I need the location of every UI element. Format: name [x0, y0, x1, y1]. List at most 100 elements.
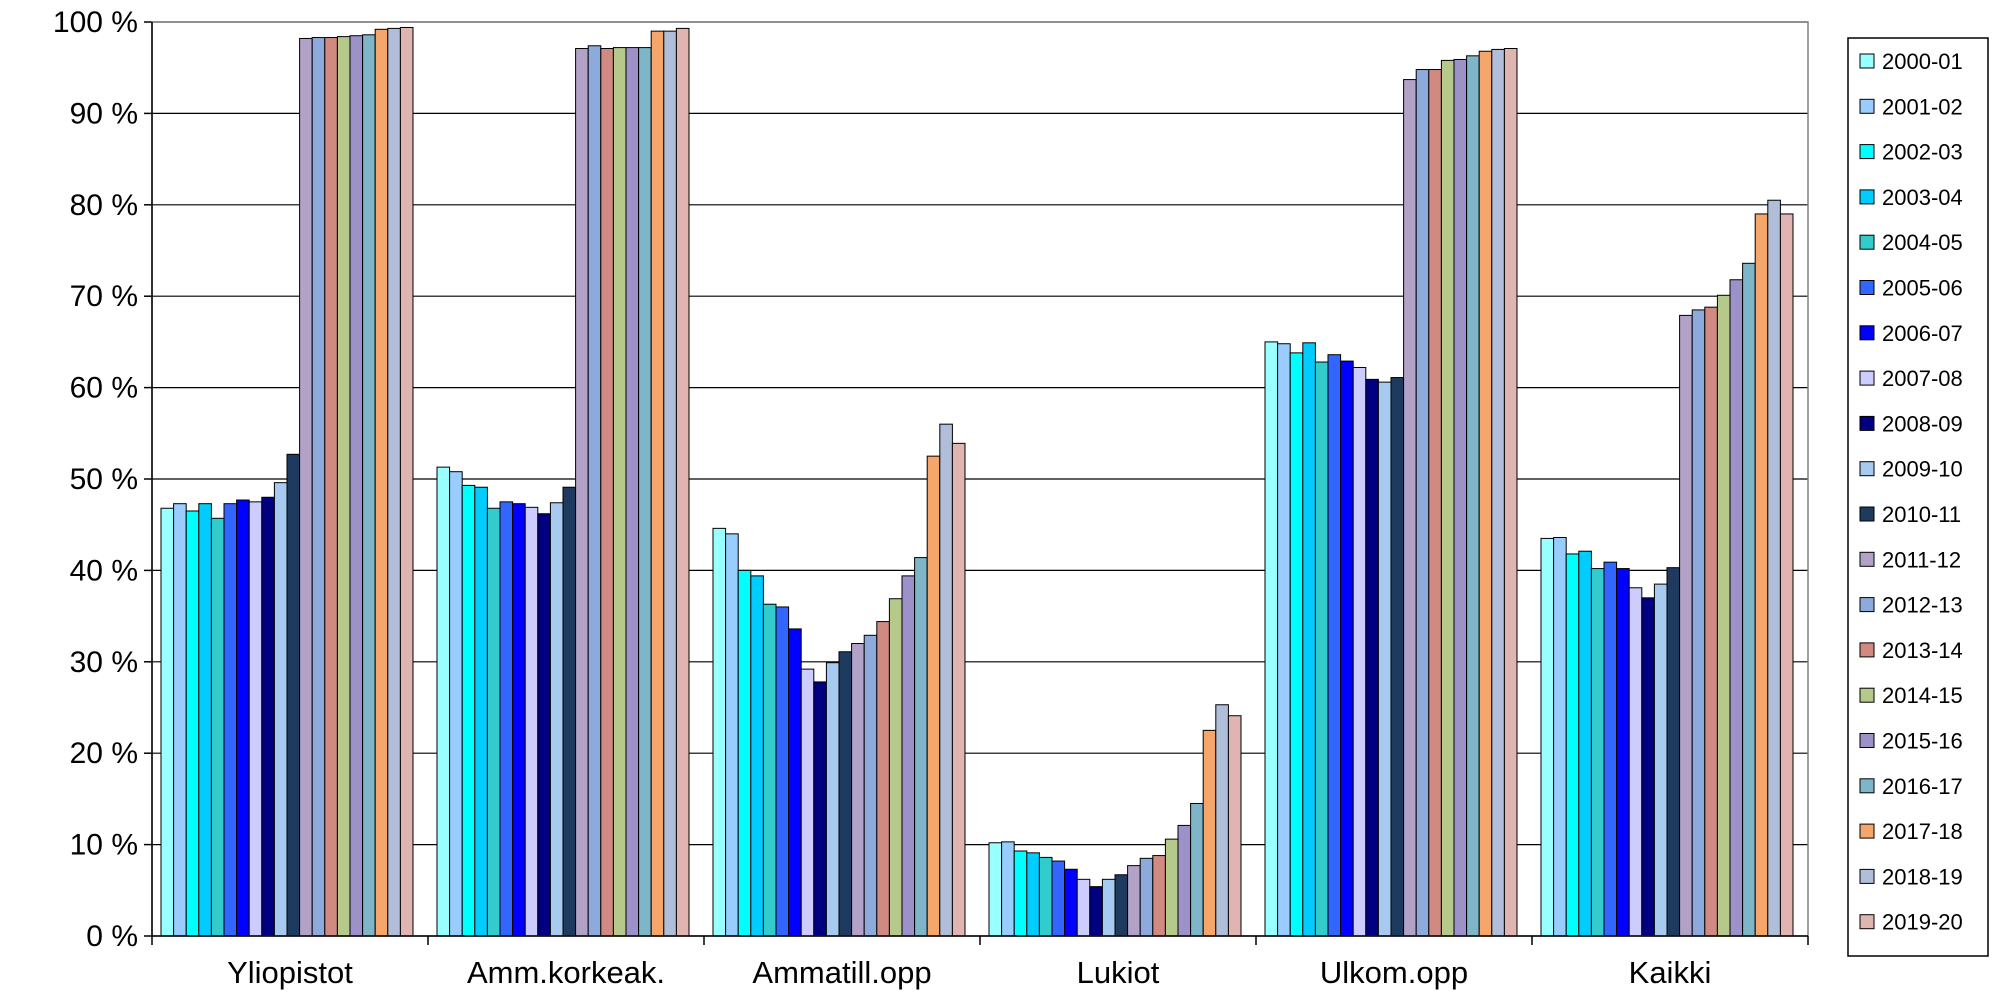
- bar-2016-17-Ammatill.opp: [914, 557, 928, 937]
- legend-swatch: [1859, 868, 1875, 884]
- bar-2003-04-Yliopistot: [198, 503, 212, 937]
- bar-2010-11-Ammatill.opp: [838, 651, 853, 937]
- bar-2008-09-Amm.korkeak.: [537, 513, 551, 937]
- bar-2017-18-Amm.korkeak.: [650, 30, 665, 937]
- bar-2008-09-Kaikki: [1641, 597, 1655, 937]
- bar-2016-17-Amm.korkeak.: [638, 47, 652, 937]
- bar-2017-18-Ammatill.opp: [926, 455, 941, 937]
- bar-2010-11-Ulkom.opp: [1390, 377, 1405, 937]
- bar-2018-19-Ammatill.opp: [939, 423, 953, 937]
- x-tick-label: Amm.korkeak.: [467, 955, 665, 990]
- bar-2007-08-Kaikki: [1628, 587, 1643, 937]
- bar-2003-04-Lukiot: [1026, 852, 1040, 937]
- bar-2018-19-Ulkom.opp: [1491, 48, 1505, 937]
- bar-2015-16-Yliopistot: [349, 35, 364, 937]
- legend-label: 2000-01: [1882, 49, 1963, 74]
- bar-2010-11-Kaikki: [1666, 567, 1681, 937]
- bar-2009-10-Kaikki: [1653, 583, 1668, 937]
- bar-2006-07-Yliopistot: [236, 499, 250, 937]
- bar-2018-19-Lukiot: [1215, 704, 1229, 937]
- legend-label: 2016-17: [1882, 774, 1963, 799]
- bar-2014-15-Lukiot: [1164, 838, 1179, 937]
- bar-2003-04-Kaikki: [1578, 550, 1592, 937]
- legend-swatch: [1859, 144, 1875, 160]
- legend-label: 2003-04: [1882, 185, 1963, 210]
- bar-2013-14-Ulkom.opp: [1428, 69, 1442, 937]
- x-tick-label: Ulkom.opp: [1320, 955, 1468, 990]
- bar-2012-13-Lukiot: [1139, 857, 1154, 937]
- bar-2012-13-Ulkom.opp: [1415, 69, 1430, 937]
- bar-2011-12-Yliopistot: [299, 37, 313, 937]
- bar-2003-04-Amm.korkeak.: [474, 486, 488, 937]
- y-tick-label: 10 %: [70, 829, 138, 862]
- bar-2003-04-Ulkom.opp: [1302, 342, 1316, 937]
- bar-2005-06-Lukiot: [1051, 860, 1066, 937]
- bar-2004-05-Yliopistot: [210, 517, 225, 937]
- bar-2013-14-Kaikki: [1704, 306, 1718, 937]
- bar-2016-17-Ulkom.opp: [1466, 55, 1480, 937]
- legend-label: 2011-12: [1882, 547, 1961, 572]
- bar-2011-12-Lukiot: [1127, 865, 1141, 937]
- axes: 0 % 10 % 20 % 30 % 40 % 50 % 60 % 70 % 80 % 90 % 1…: [53, 6, 1809, 990]
- legend-label: 2009-10: [1882, 457, 1963, 482]
- bar-2019-20-Kaikki: [1779, 213, 1794, 937]
- bar-2002-03-Ammatill.opp: [737, 569, 752, 937]
- bar-2005-06-Kaikki: [1603, 561, 1618, 937]
- bar-2007-08-Ammatill.opp: [800, 668, 815, 937]
- bar-2009-10-Amm.korkeak.: [549, 502, 564, 937]
- bar-2005-06-Yliopistot: [223, 503, 238, 937]
- bar-2008-09-Ulkom.opp: [1365, 378, 1379, 937]
- y-tick-label: 80 %: [70, 189, 138, 222]
- legend-swatch: [1859, 778, 1875, 794]
- legend-label: 2010-11: [1882, 502, 1961, 527]
- legend: 2000-01 2001-02 2002-03 2003-04 2004-05 2005-…: [1847, 37, 1989, 957]
- legend-label: 2006-07: [1882, 321, 1963, 346]
- bar-2006-07-Kaikki: [1616, 568, 1630, 937]
- legend-swatch: [1859, 370, 1875, 386]
- legend-swatch: [1859, 98, 1875, 114]
- bar-2002-03-Amm.korkeak.: [461, 484, 476, 937]
- legend-swatch: [1859, 642, 1875, 658]
- legend-swatch: [1859, 234, 1875, 250]
- bar-2002-03-Ulkom.opp: [1289, 352, 1304, 937]
- bar-2013-14-Yliopistot: [324, 37, 338, 937]
- x-tick-label: Lukiot: [1077, 955, 1160, 990]
- y-tick-label: 60 %: [70, 372, 138, 405]
- y-tick-label: 50 %: [70, 463, 138, 496]
- legend-swatch: [1859, 914, 1875, 930]
- bar-2018-19-Amm.korkeak.: [663, 30, 677, 937]
- bar-2008-09-Lukiot: [1089, 886, 1103, 937]
- legend-label: 2004-05: [1882, 230, 1963, 255]
- bar-2007-08-Lukiot: [1076, 878, 1091, 937]
- legend-swatch: [1859, 53, 1875, 69]
- bar-2015-16-Lukiot: [1177, 824, 1192, 937]
- bar-2011-12-Ulkom.opp: [1403, 79, 1417, 937]
- bar-2000-01-Kaikki: [1540, 537, 1555, 937]
- bar-2001-02-Amm.korkeak.: [449, 471, 463, 937]
- legend-label: 2012-13: [1882, 593, 1963, 618]
- legend-label: 2017-18: [1882, 819, 1963, 844]
- bar-2017-18-Lukiot: [1202, 729, 1217, 937]
- bar-2015-16-Amm.korkeak.: [625, 47, 640, 937]
- bar-2014-15-Ammatill.opp: [888, 598, 903, 937]
- legend-swatch: [1859, 551, 1875, 567]
- legend-swatch: [1859, 687, 1875, 703]
- legend-label: 2015-16: [1882, 729, 1963, 754]
- bar-2011-12-Kaikki: [1679, 314, 1693, 937]
- legend-swatch: [1859, 415, 1875, 431]
- bar-2019-20-Lukiot: [1227, 715, 1242, 937]
- bar-2001-02-Kaikki: [1553, 537, 1567, 937]
- bar-2017-18-Kaikki: [1754, 213, 1769, 937]
- bar-2013-14-Lukiot: [1152, 855, 1166, 937]
- bar-2006-07-Ammatill.opp: [788, 628, 802, 937]
- legend-swatch: [1859, 280, 1875, 295]
- bar-2012-13-Amm.korkeak.: [587, 45, 602, 937]
- bar-2001-02-Ammatill.opp: [725, 533, 739, 937]
- bar-2019-20-Ulkom.opp: [1503, 48, 1518, 937]
- bar-2019-20-Ammatill.opp: [951, 442, 966, 937]
- bar-2000-01-Lukiot: [988, 842, 1003, 937]
- bar-2010-11-Yliopistot: [286, 453, 301, 937]
- bar-2011-12-Ammatill.opp: [851, 643, 865, 937]
- legend-label: 2001-02: [1882, 94, 1963, 119]
